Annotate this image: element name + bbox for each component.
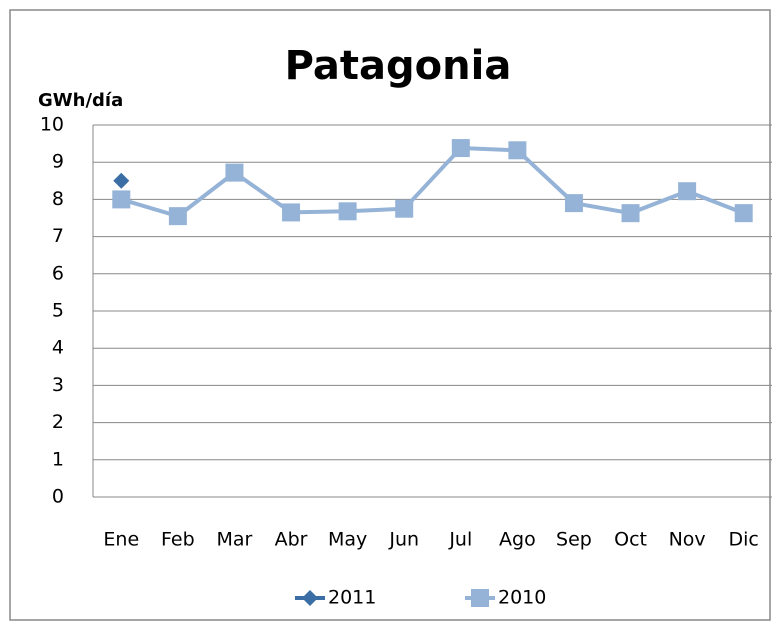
data-point xyxy=(621,204,640,223)
legend-label: 2010 xyxy=(498,587,546,609)
x-tick-label: Feb xyxy=(161,529,195,551)
y-tick-label: 0 xyxy=(52,486,64,508)
data-point xyxy=(734,204,753,223)
data-point xyxy=(112,190,131,209)
y-tick-label: 2 xyxy=(52,411,64,433)
data-point xyxy=(282,203,301,222)
x-tick-label: Abr xyxy=(275,529,308,551)
data-point xyxy=(168,207,187,226)
data-point xyxy=(225,163,244,182)
legend-label: 2011 xyxy=(328,587,376,609)
data-point xyxy=(564,194,583,213)
y-tick-label: 9 xyxy=(52,151,64,173)
series-line xyxy=(120,146,745,219)
legend-marker xyxy=(471,589,489,607)
x-tick-label: Sep xyxy=(556,529,592,551)
x-tick-label: Oct xyxy=(614,529,647,551)
y-tick-label: 10 xyxy=(40,114,64,136)
y-axis-label: GWh/día xyxy=(38,90,123,111)
data-point xyxy=(338,202,357,221)
y-tick-label: 5 xyxy=(52,300,64,322)
x-tick-label: Mar xyxy=(217,529,253,551)
x-tick-label: May xyxy=(328,529,367,551)
data-point xyxy=(451,139,470,158)
data-point xyxy=(113,172,130,189)
y-tick-label: 3 xyxy=(52,374,64,396)
data-point xyxy=(508,141,527,160)
y-tick-label: 4 xyxy=(52,337,64,359)
chart-border xyxy=(9,9,771,621)
data-point xyxy=(395,199,414,218)
x-tick-label: Ene xyxy=(103,529,139,551)
data-point xyxy=(678,182,697,201)
y-tick-label: 8 xyxy=(52,188,64,210)
x-tick-label: Jul xyxy=(448,529,472,551)
legend-marker xyxy=(302,590,318,606)
y-tick-label: 7 xyxy=(52,225,64,247)
y-tick-label: 6 xyxy=(52,262,64,284)
x-tick-label: Ago xyxy=(499,529,536,551)
y-tick-label: 1 xyxy=(52,448,64,470)
chart-title: Patagonia xyxy=(285,43,512,89)
x-tick-label: Nov xyxy=(669,529,706,551)
x-tick-label: Jun xyxy=(388,529,419,551)
x-tick-label: Dic xyxy=(729,529,759,551)
